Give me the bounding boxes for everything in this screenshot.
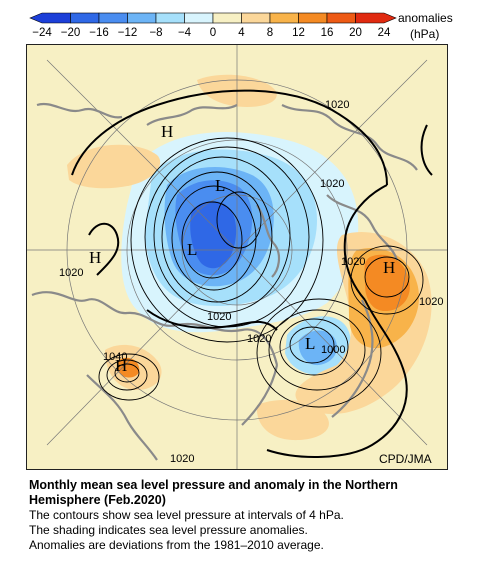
colorbar-tick-label: −20 [61, 27, 81, 39]
colorbar-ticks: −24 −20 −16 −12 −8 −4 0 4 8 12 16 20 24 [32, 27, 391, 39]
colorbar-tick-label: 4 [238, 27, 245, 39]
negative-anomaly-core [190, 200, 237, 269]
colorbar-tick-label: −12 [118, 27, 138, 39]
contour-label: 1020 [320, 178, 344, 190]
colorbar-swatch [184, 12, 214, 24]
pressure-centers: H H H H L L L [89, 122, 395, 375]
graticule [27, 45, 447, 469]
coastlines [31, 102, 418, 461]
colorbar-tick-label: −4 [178, 27, 192, 39]
positive-anomaly-southpacific [256, 399, 329, 441]
pressure-contours-1020 [71, 89, 433, 458]
contour-label: 1020 [325, 99, 349, 111]
colorbar-tick-label: −24 [32, 27, 52, 39]
colorbar-tick-label: −8 [149, 27, 162, 39]
caption-line-3: Anomalies are deviations from the 1981–2… [29, 538, 324, 552]
high-center-siberia: H [161, 122, 173, 141]
colorbar-swatch [269, 12, 299, 24]
pressure-anomaly-map: H H H H L L L 1020 1020 1020 1020 1020 1… [26, 44, 448, 470]
high-center-west: H [89, 248, 101, 267]
contour-labels: 1020 1020 1020 1020 1020 1020 1020 1020 … [59, 99, 443, 465]
high-center-pacific: H [383, 258, 395, 277]
colorbar-tick-label: 24 [378, 27, 391, 39]
colorbar-tick-label: 20 [349, 27, 362, 39]
negative-anomaly-pacific-core [298, 330, 338, 366]
caption-line-1: The contours show sea level pressure at … [29, 508, 344, 522]
contour-label: 1020 [247, 333, 271, 345]
low-center-kamchatka: L [305, 334, 315, 353]
figure-caption: Monthly mean sea level pressure and anom… [29, 478, 469, 553]
colorbar-swatch [70, 12, 100, 24]
contour-label: 1020 [419, 296, 443, 308]
colorbar-swatch [298, 12, 328, 24]
caption-title: Monthly mean sea level pressure and anom… [29, 478, 398, 507]
colorbar-tick-label: −16 [89, 27, 109, 39]
contour-label: 1020 [59, 267, 83, 279]
map-credit: CPD/JMA [379, 452, 432, 466]
anomaly-colorbar: −24 −20 −16 −12 −8 −4 0 4 8 12 16 20 24 anomalies (h… [29, 11, 453, 41]
caption-line-2: The shading indicates sea level pressure… [29, 523, 308, 537]
legend-title: anomalies [398, 11, 453, 25]
colorbar-swatch [127, 12, 157, 24]
colorbar-swatch [241, 12, 271, 24]
contour-label: 1040 [103, 351, 127, 363]
colorbar-swatch [29, 12, 71, 24]
contour-label: 1020 [341, 256, 365, 268]
anomaly-shading [67, 74, 432, 441]
colorbar-tick-label: 0 [210, 27, 216, 39]
colorbar-swatch [212, 12, 242, 24]
contour-label: 1000 [321, 344, 345, 356]
low-center-atlantic: L [187, 240, 197, 259]
colorbar-swatch [355, 12, 397, 24]
colorbar-tick-label: 12 [292, 27, 305, 39]
colorbar-tick-label: 8 [267, 27, 273, 39]
positive-anomaly-siberia [67, 144, 161, 189]
high-center-asia: H [115, 356, 127, 375]
low-center-arctic: L [215, 176, 225, 195]
positive-anomaly-tibet-core [117, 357, 140, 378]
colorbar-swatches [29, 12, 397, 24]
colorbar-tick-label: 16 [321, 27, 334, 39]
contour-label: 1020 [207, 311, 231, 323]
colorbar-swatch [98, 12, 128, 24]
legend-units: (hPa) [410, 27, 439, 41]
positive-anomaly-core [364, 254, 410, 312]
pressure-contours [98, 137, 424, 408]
colorbar-swatch [155, 12, 185, 24]
contour-label: 1020 [170, 453, 194, 465]
colorbar-swatch [326, 12, 356, 24]
